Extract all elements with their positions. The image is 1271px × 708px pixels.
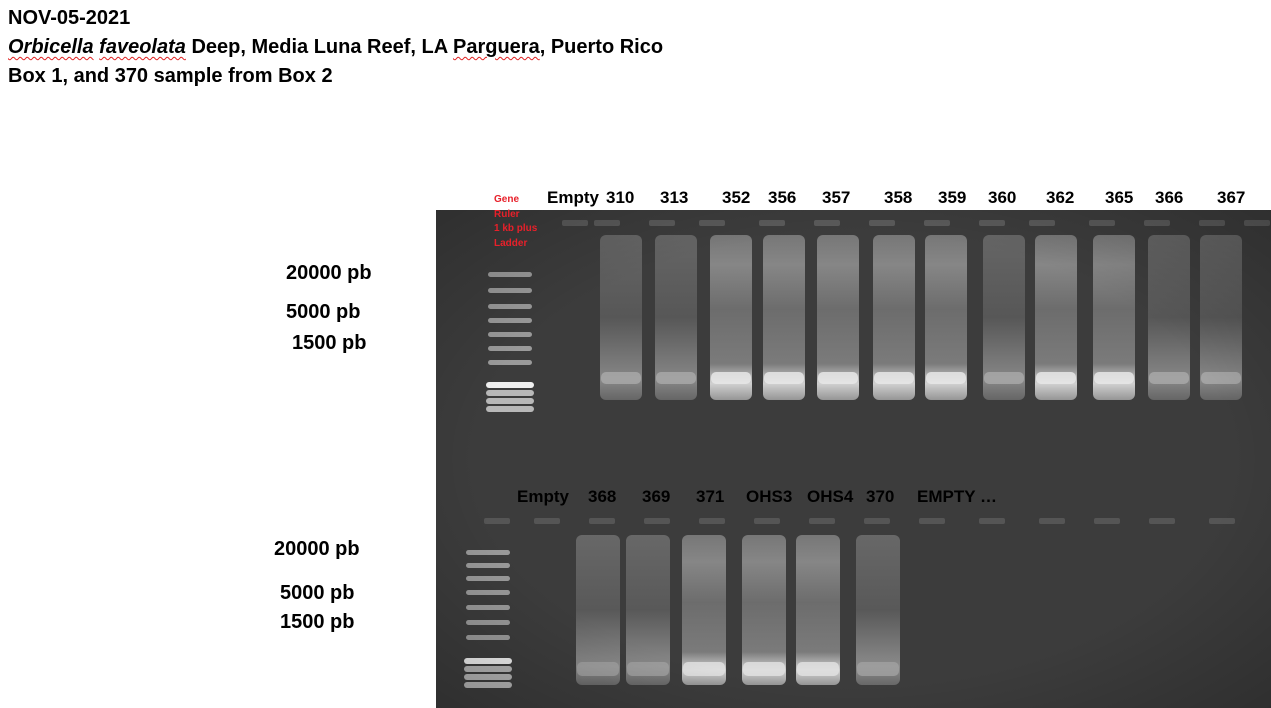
bottom-lane-label: 371 xyxy=(696,487,725,506)
top-size-label: 20000 pb xyxy=(286,262,372,284)
species-epithet: faveolata xyxy=(99,36,186,58)
header-box-info: Box 1, and 370 sample from Box 2 xyxy=(8,65,333,87)
ladder-note-line: 1 kb plus xyxy=(494,223,538,234)
top-lane-label: 356 xyxy=(768,188,797,207)
top-lane-label: 366 xyxy=(1155,188,1184,207)
top-lane-label: 362 xyxy=(1046,188,1075,207)
top-lane-label: 359 xyxy=(938,188,967,207)
bottom-lane-label: 369 xyxy=(642,487,671,506)
gel-svg xyxy=(436,210,1271,708)
ladder-note-line: Gene xyxy=(494,194,520,205)
species-genus: Orbicella xyxy=(8,36,94,58)
top-lane-label: 352 xyxy=(722,188,751,207)
top-lane-label: 313 xyxy=(660,188,689,207)
top-lane-label: 360 xyxy=(988,188,1017,207)
header-date: NOV-05-2021 xyxy=(8,7,131,29)
bottom-lane-label: EMPTY … xyxy=(917,487,997,506)
bottom-lane-label: OHS3 xyxy=(746,487,793,506)
top-lane-label: 357 xyxy=(822,188,851,207)
location-part-a: Deep, Media Luna Reef, LA xyxy=(185,36,453,58)
bottom-lane-label: OHS4 xyxy=(807,487,854,506)
top-lane-label: 310 xyxy=(606,188,635,207)
top-size-label: 1500 pb xyxy=(292,332,367,354)
bottom-size-label: 1500 pb xyxy=(280,611,355,633)
bottom-size-label: 20000 pb xyxy=(274,538,360,560)
ladder-note: Gene Ruler 1 kb plus Ladder xyxy=(494,193,554,251)
location-place: Parguera xyxy=(452,36,540,58)
top-lane-label: 358 xyxy=(884,188,913,207)
top-lane-label: 365 xyxy=(1105,188,1134,207)
top-lane-label: Empty xyxy=(547,188,599,207)
header-species-location: Orbicella faveolata Deep, Media Luna Ree… xyxy=(8,33,663,62)
gel-image xyxy=(436,210,1271,708)
ladder-note-line: Ladder xyxy=(494,237,528,249)
bottom-size-label: 5000 pb xyxy=(280,582,355,604)
bottom-lane-label: 368 xyxy=(588,487,617,506)
bottom-lane-label: 370 xyxy=(866,487,895,506)
location-part-b: , Puerto Rico xyxy=(539,36,664,58)
bottom-lane-label: Empty xyxy=(517,487,569,506)
top-size-label: 5000 pb xyxy=(286,301,361,323)
ladder-note-line: Ruler xyxy=(494,208,520,220)
top-lane-label: 367 xyxy=(1217,188,1246,207)
